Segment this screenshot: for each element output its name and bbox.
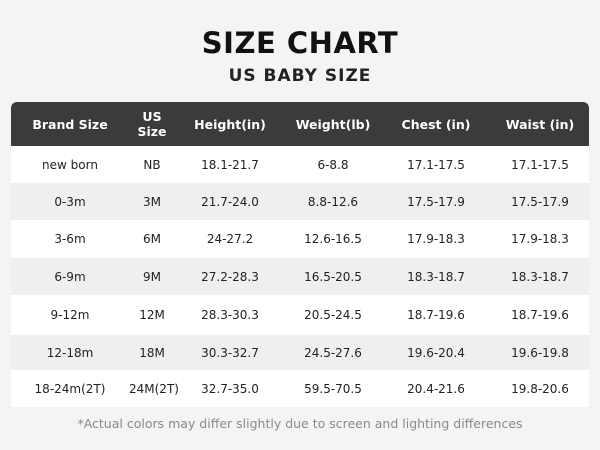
table-row: 0-3m 3M 21.7-24.0 8.8-12.6 17.5-17.9 17.5-17.… — [11, 183, 589, 220]
table-cell: 19.8-20.6 — [511, 381, 569, 396]
size-table: Brand Size US Size Height(in) Weight(lb)… — [11, 102, 589, 407]
table-row: 6-9m 9M 27.2-28.3 16.5-20.5 18.3-18.7 18.3-18… — [11, 258, 589, 295]
table-cell: 18M — [139, 345, 165, 360]
table-cell: 18.3-18.7 — [511, 269, 569, 284]
table-cell: 19.6-20.4 — [407, 345, 465, 360]
table-row: 3-6m 6M 24-27.2 12.6-16.5 17.9-18.3 17.9-18.3 — [11, 220, 589, 258]
table-cell: 32.7-35.0 — [201, 381, 259, 396]
table-cell: 21.7-24.0 — [201, 194, 259, 209]
footnote: *Actual colors may differ slightly due t… — [77, 416, 523, 431]
page-title: SIZE CHART — [201, 26, 399, 60]
table-cell: 9-12m — [50, 308, 90, 322]
header-cell: Waist (in) — [505, 116, 575, 132]
table-cell: 3M — [143, 194, 161, 209]
table-cell: 12-18m — [46, 345, 94, 360]
table-cell: 18.7-19.6 — [407, 308, 465, 322]
table-cell: 18-24m(2T) — [34, 381, 106, 396]
table-cell: 9M — [143, 269, 161, 284]
header-cell: Chest (in) — [401, 116, 471, 132]
table-cell: 24-27.2 — [206, 232, 254, 246]
table-row: new born NB 18.1-21.7 6-8.8 17.1-17.5 17.1-17… — [11, 146, 589, 183]
table-cell: 20.5-24.5 — [304, 308, 362, 322]
table-row: 9-12m 12M 28.3-30.3 20.5-24.5 18.7-19.6 18.7-… — [11, 295, 589, 335]
header-cell: Brand Size — [32, 116, 108, 132]
table-cell: 30.3-32.7 — [201, 345, 259, 360]
table-cell: 6M — [143, 232, 161, 246]
table-cell: 6-8.8 — [317, 157, 349, 172]
table-cell: 6-9m — [54, 269, 86, 284]
table-cell: 12.6-16.5 — [304, 232, 362, 246]
table-header: Brand Size US Size Height(in) Weight(lb)… — [11, 102, 589, 146]
table-cell: 18.1-21.7 — [201, 157, 259, 172]
table-cell: 18.3-18.7 — [407, 269, 465, 284]
header-cell: Height(in) — [194, 116, 266, 132]
table-cell: 27.2-28.3 — [201, 269, 259, 284]
table-cell: 59.5-70.5 — [304, 381, 362, 396]
table-cell: 17.9-18.3 — [511, 232, 569, 246]
table-cell: 19.6-19.8 — [511, 345, 569, 360]
table-row: 18-24m(2T) 24M(2T) 32.7-35.0 59.5-70.5 20.4-… — [11, 370, 589, 407]
table-cell: 24M(2T) — [129, 381, 179, 396]
header-cell: US Size — [137, 109, 167, 139]
table-cell: 24.5-27.6 — [304, 345, 362, 360]
table-cell: 3-6m — [54, 232, 86, 246]
table-cell: 28.3-30.3 — [201, 308, 259, 322]
table-cell: NB — [143, 157, 161, 172]
header-cell: Weight(lb) — [295, 116, 371, 132]
table-cell: 8.8-12.6 — [307, 194, 359, 209]
table-cell: 17.1-17.5 — [511, 157, 569, 172]
table-cell: 17.1-17.5 — [407, 157, 465, 172]
table-cell: 17.5-17.9 — [511, 194, 569, 209]
table-cell: 18.7-19.6 — [511, 308, 569, 322]
page-subtitle: US BABY SIZE — [228, 66, 372, 86]
table-cell: 17.9-18.3 — [407, 232, 465, 246]
table-cell: 17.5-17.9 — [407, 194, 465, 209]
table-cell: new born — [42, 157, 98, 172]
table-body: new born NB 18.1-21.7 6-8.8 17.1-17.5 17.1-17… — [11, 146, 589, 407]
table-cell: 0-3m — [54, 194, 86, 209]
table-cell: 12M — [139, 308, 165, 322]
table-cell: 20.4-21.6 — [407, 381, 465, 396]
table-cell: 16.5-20.5 — [304, 269, 362, 284]
table-row: 12-18m 18M 30.3-32.7 24.5-27.6 19.6-20.4 19.6… — [11, 335, 589, 370]
